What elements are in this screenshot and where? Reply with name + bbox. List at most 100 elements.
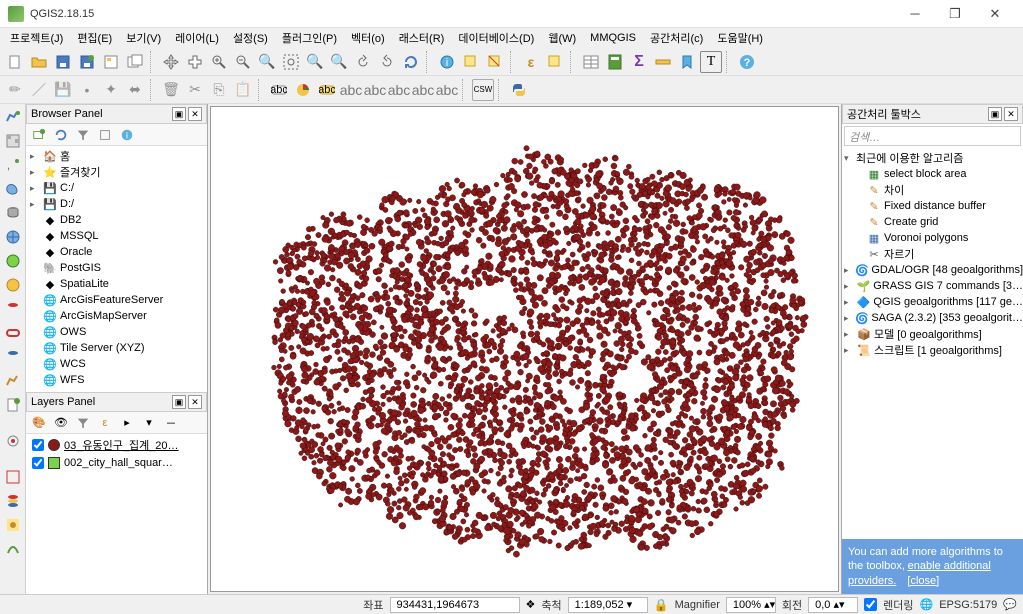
toolbox-algorithm[interactable]: ✎차이 (842, 182, 1023, 198)
layers-panel-close-icon[interactable]: ✕ (188, 395, 202, 409)
layers-collapse-icon[interactable]: ▾ (140, 414, 158, 432)
edit-pencil-icon[interactable]: ✏ (4, 79, 26, 101)
browser-refresh-icon[interactable] (52, 126, 70, 144)
toolbox-recent-group[interactable]: ▾최근에 이용한 알고리즘 (842, 150, 1023, 166)
toolbox-provider[interactable]: ▸🌀SAGA (2.3.2) [353 geoalgorit… (842, 310, 1023, 326)
zoom-to-selection-icon[interactable]: 🔍 (304, 51, 326, 73)
zoom-full-icon[interactable] (280, 51, 302, 73)
zoom-to-layer-icon[interactable]: 🔍 (328, 51, 350, 73)
scale-field[interactable]: 1:189,052 ▾ (568, 597, 648, 613)
edit-save-icon[interactable]: 💾 (52, 79, 74, 101)
menu-edit[interactable]: 편집(E) (71, 28, 118, 48)
edit-node-icon[interactable]: ✦ (100, 79, 122, 101)
add-postgis-icon[interactable] (2, 202, 24, 224)
qgis-browser-icon[interactable] (2, 538, 24, 560)
menu-view[interactable]: 보기(V) (120, 28, 167, 48)
field-calc-icon[interactable] (604, 51, 626, 73)
browser-filter-icon[interactable] (74, 126, 92, 144)
menu-settings[interactable]: 설정(S) (227, 28, 274, 48)
edit-move-icon[interactable]: ⬌ (124, 79, 146, 101)
zoom-native-icon[interactable]: 🔍 (256, 51, 278, 73)
browser-item[interactable]: ▸⭐즐겨찾기 (26, 164, 207, 180)
diagram-pie-icon[interactable] (292, 79, 314, 101)
browser-item[interactable]: 🌐WCS (26, 356, 207, 372)
browser-item[interactable]: 🌐ArcGisMapServer (26, 308, 207, 324)
add-wfs-icon[interactable] (2, 274, 24, 296)
browser-item[interactable]: ◆MSSQL (26, 228, 207, 244)
layers-expand-icon[interactable]: ▸ (118, 414, 136, 432)
expression-icon[interactable]: ε (520, 51, 542, 73)
stats-icon[interactable]: Σ (628, 51, 650, 73)
browser-item[interactable]: ◆Oracle (26, 244, 207, 260)
maximize-button[interactable]: ❐ (935, 6, 975, 22)
toolbox-provider[interactable]: ▸📦모델 [0 geoalgorithms] (842, 326, 1023, 342)
open-project-icon[interactable] (28, 51, 50, 73)
gps-icon[interactable] (2, 430, 24, 452)
menu-layer[interactable]: 레이어(L) (169, 28, 225, 48)
browser-item[interactable]: ▸🏠홈 (26, 148, 207, 164)
browser-item[interactable]: 🌐WFS (26, 372, 207, 388)
scale-lock-icon[interactable]: 🔒 (654, 598, 669, 612)
toolbox-algorithm[interactable]: ✂자르기 (842, 246, 1023, 262)
browser-panel-undock-icon[interactable]: ▣ (172, 107, 186, 121)
layers-style-icon[interactable]: 🎨 (30, 414, 48, 432)
pan-icon[interactable] (160, 51, 182, 73)
toolbox-provider[interactable]: ▸🔷QGIS geoalgorithms [117 ge… (842, 294, 1023, 310)
select-icon[interactable] (460, 51, 482, 73)
csw-icon[interactable]: CSW (472, 79, 494, 101)
crs-icon[interactable]: 🌐 (920, 598, 934, 611)
save-project-icon[interactable] (52, 51, 74, 73)
select-by-expression-icon[interactable] (544, 51, 566, 73)
messages-icon[interactable]: 💬 (1003, 598, 1017, 611)
layers-remove-icon[interactable]: － (162, 414, 180, 432)
browser-item[interactable]: 🌐OWS (26, 324, 207, 340)
print-composer-icon[interactable] (100, 51, 122, 73)
label-abc-icon[interactable]: abc (268, 79, 290, 101)
coord-capture-icon[interactable] (2, 466, 24, 488)
toolbox-algorithm[interactable]: ▦select block area (842, 166, 1023, 182)
edit-line-icon[interactable]: ／ (28, 79, 50, 101)
layer-visibility-checkbox[interactable] (32, 439, 44, 451)
menu-help[interactable]: 도움말(H) (711, 28, 769, 48)
layers-filter-icon[interactable] (74, 414, 92, 432)
db-manager-icon[interactable] (2, 490, 24, 512)
coord-field[interactable]: 934431,1964673 (390, 597, 520, 613)
save-as-icon[interactable] (76, 51, 98, 73)
label-yellow-icon[interactable]: abc (316, 79, 338, 101)
browser-collapse-icon[interactable] (96, 126, 114, 144)
cut-icon[interactable]: ✂ (184, 79, 206, 101)
layers-manage-icon[interactable]: 👁 (52, 414, 70, 432)
layer-item[interactable]: 03_유동인구_집계_20… (26, 436, 207, 454)
layers-tree[interactable]: 03_유동인구_집계_20…002_city_hall_squar… (26, 434, 207, 594)
add-delimited-icon[interactable]: , (2, 154, 24, 176)
render-checkbox[interactable] (864, 598, 877, 611)
toolbox-provider[interactable]: ▸🌱GRASS GIS 7 commands [3… (842, 278, 1023, 294)
label-tool-icon[interactable]: abc (340, 79, 362, 101)
add-raster-icon[interactable] (2, 130, 24, 152)
toolbox-algorithm[interactable]: ✎Create grid (842, 214, 1023, 230)
toolbox-provider[interactable]: ▸🌀GDAL/OGR [48 geoalgorithms] (842, 262, 1023, 278)
attribute-table-icon[interactable] (580, 51, 602, 73)
identify-icon[interactable]: i (436, 51, 458, 73)
bookmark-icon[interactable] (676, 51, 698, 73)
help-icon[interactable]: ? (736, 51, 758, 73)
heatmap-icon[interactable] (2, 514, 24, 536)
add-mssql-icon[interactable] (2, 298, 24, 320)
refresh-icon[interactable] (400, 51, 422, 73)
copy-icon[interactable]: ⎘ (208, 79, 230, 101)
browser-item[interactable]: 🐘PostGIS (26, 260, 207, 276)
add-vector-icon[interactable] (2, 106, 24, 128)
menu-raster[interactable]: 래스터(R) (393, 28, 451, 48)
deselect-icon[interactable] (484, 51, 506, 73)
toolbox-provider[interactable]: ▸📜스크립트 [1 geoalgorithms] (842, 342, 1023, 358)
zoom-out-icon[interactable] (232, 51, 254, 73)
menu-vector[interactable]: 벡터(o) (345, 28, 391, 48)
measure-icon[interactable] (652, 51, 674, 73)
label-tool2-icon[interactable]: abc (364, 79, 386, 101)
browser-item[interactable]: ◆SpatiaLite (26, 276, 207, 292)
new-project-icon[interactable] (4, 51, 26, 73)
menu-web[interactable]: 웹(W) (542, 28, 582, 48)
menu-project[interactable]: 프로젝트(J) (4, 28, 69, 48)
toolbox-close-link[interactable]: [close] (907, 575, 939, 587)
edit-add-icon[interactable]: • (76, 79, 98, 101)
